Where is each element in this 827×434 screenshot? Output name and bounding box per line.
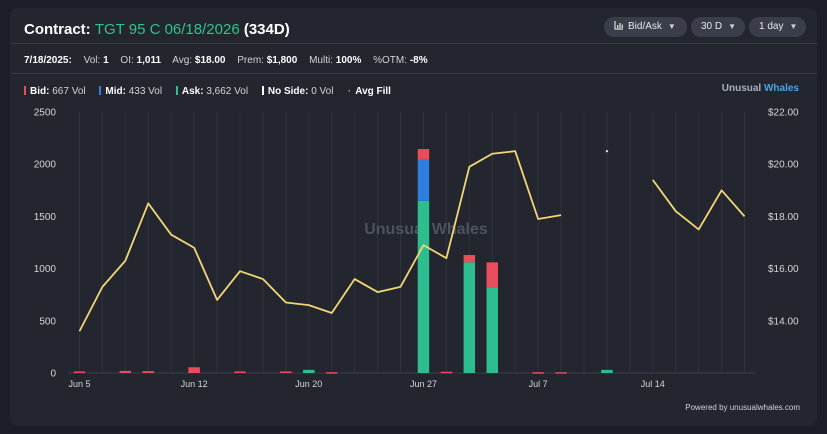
x-tick-label: Jun 5 xyxy=(68,379,90,389)
bar-bid xyxy=(440,371,453,374)
interval-dropdown[interactable]: 1 day ▼ xyxy=(749,17,806,37)
legend-noside: No Side: 0 Vol xyxy=(261,86,334,97)
x-tick-label: Jun 20 xyxy=(295,379,322,389)
bar-bid xyxy=(119,370,132,373)
avg-value: $18.00 xyxy=(194,55,226,66)
contract-stats: 7/18/2025: Vol: 1 OI: 1,011 Avg: $18.00 … xyxy=(24,55,428,66)
vol-value: 1 xyxy=(103,55,109,66)
x-tick-label: Jul 7 xyxy=(529,379,548,389)
bar-ask xyxy=(486,287,498,373)
bar-bid xyxy=(463,255,476,263)
bar-bid xyxy=(280,371,292,373)
legend-noside-value: 0 Vol xyxy=(311,86,334,97)
bar-bid xyxy=(555,372,567,374)
y-left-tick-label: 2000 xyxy=(34,160,57,171)
ask-swatch xyxy=(175,86,178,95)
legend-noside-label: No Side: xyxy=(267,86,309,97)
otm-label: %OTM: xyxy=(373,55,408,66)
y-right-tick-label: $16.00 xyxy=(768,264,799,275)
prem-label: Prem: xyxy=(237,55,264,66)
footer-credit: Powered by unusualwhales.com xyxy=(685,403,800,412)
chevron-down-icon: ▼ xyxy=(667,22,676,31)
contract-title: Contract: TGT 95 C 06/18/2026 (334D) xyxy=(24,21,290,38)
bar-ask xyxy=(463,262,476,373)
legend-ask-value: 3,662 Vol xyxy=(206,86,249,97)
y-left-tick-label: 1000 xyxy=(34,264,57,275)
chevron-down-icon: ▼ xyxy=(789,22,798,31)
contract-prefix: Contract: xyxy=(24,21,91,38)
interval-label: 1 day xyxy=(759,21,784,32)
bar-ask xyxy=(303,369,315,373)
y-right-tick-label: $22.00 xyxy=(768,108,799,119)
range-dropdown[interactable]: 30 D ▼ xyxy=(691,17,745,37)
bar-bid xyxy=(417,149,430,159)
y-right-tick-label: $20.00 xyxy=(768,160,799,171)
y-left-tick-label: 0 xyxy=(50,369,56,380)
x-tick-label: Jun 12 xyxy=(181,379,208,389)
bar-bid xyxy=(73,371,86,373)
mid-swatch xyxy=(99,86,102,95)
avg-label: Avg: xyxy=(172,55,193,66)
multi-value: 100% xyxy=(335,55,362,66)
oi-label: OI: xyxy=(120,55,134,66)
legend-avgfill-label: Avg Fill xyxy=(355,86,391,97)
bar-chart-icon xyxy=(614,21,623,30)
bar-bid xyxy=(486,262,498,288)
oi-value: 1,011 xyxy=(136,55,162,66)
bar-ask xyxy=(417,200,430,373)
avg-fill-point xyxy=(605,149,609,153)
contract-chart-card: Contract: TGT 95 C 06/18/2026 (334D) Bid… xyxy=(10,8,817,426)
legend-mid-label: Mid: xyxy=(105,86,126,97)
y-left-tick-label: 2500 xyxy=(34,108,57,119)
y-left-tick-label: 1500 xyxy=(34,212,57,223)
multi-label: Multi: xyxy=(309,55,333,66)
bar-bid xyxy=(234,371,246,373)
avgfill-swatch: · xyxy=(347,83,352,97)
bar-bid xyxy=(532,372,544,374)
bar-mid xyxy=(417,158,430,201)
y-right-tick-label: $14.00 xyxy=(768,316,799,327)
brand-part1: Unusual xyxy=(721,83,762,94)
avg-fill-line xyxy=(78,150,562,332)
contract-dte: (334D) xyxy=(243,21,290,38)
brand-part2: Whales xyxy=(763,83,799,94)
bar-ask xyxy=(601,369,613,373)
header-divider xyxy=(10,43,817,44)
chart-legend: Bid: 667 Vol Mid: 433 Vol Ask: 3,662 Vol… xyxy=(24,83,402,97)
bar-bid xyxy=(188,367,200,373)
legend-mid: Mid: 433 Vol xyxy=(99,86,162,97)
x-tick-label: Jun 27 xyxy=(410,379,437,389)
legend-ask: Ask: 3,662 Vol xyxy=(175,86,249,97)
bid-swatch xyxy=(24,86,26,95)
chart-type-label: Bid/Ask xyxy=(628,21,662,32)
stats-divider xyxy=(10,73,817,74)
chevron-down-icon: ▼ xyxy=(728,22,737,31)
legend-avgfill: · Avg Fill xyxy=(347,83,391,97)
legend-bid-label: Bid: xyxy=(30,86,50,97)
legend-mid-value: 433 Vol xyxy=(128,86,163,97)
range-label: 30 D xyxy=(701,21,723,32)
stats-date: 7/18/2025: xyxy=(24,55,72,66)
legend-bid-value: 667 Vol xyxy=(52,86,86,97)
otm-value: -8% xyxy=(409,55,428,66)
bar-bid xyxy=(326,372,338,374)
y-right-tick-label: $18.00 xyxy=(768,212,799,223)
legend-bid: Bid: 667 Vol xyxy=(24,86,86,97)
y-left-tick-label: 500 xyxy=(39,316,56,327)
chart-type-dropdown[interactable]: Bid/Ask ▼ xyxy=(604,17,687,37)
x-tick-label: Jul 14 xyxy=(641,379,665,389)
bar-bid xyxy=(142,371,154,373)
vol-label: Vol: xyxy=(83,55,101,66)
avg-fill-line xyxy=(652,179,746,231)
noside-swatch xyxy=(261,86,264,95)
prem-value: $1,800 xyxy=(266,55,298,66)
volume-avg-fill-chart: 0 500 1000 1500 2000 2500 $14.00 $16.00 $18.00 $2… xyxy=(34,108,801,413)
brand-logo: Unusual Whales xyxy=(722,83,799,94)
legend-ask-label: Ask: xyxy=(181,86,204,97)
contract-symbol: TGT 95 C 06/18/2026 xyxy=(94,21,240,38)
